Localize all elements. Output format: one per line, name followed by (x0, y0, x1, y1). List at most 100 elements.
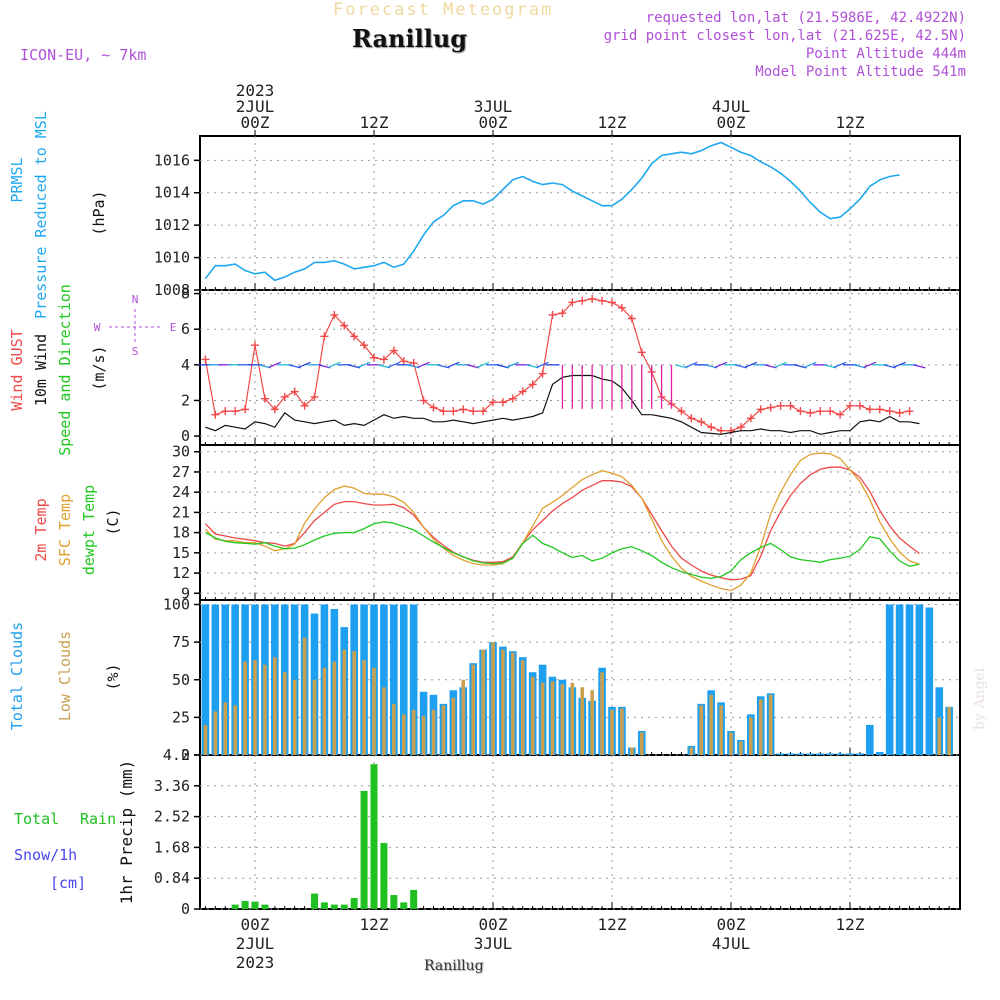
bottom-time-label: 3JUL (474, 934, 513, 953)
total-cloud-bar (866, 724, 874, 755)
compass-s: S (132, 345, 139, 358)
gust-marker (826, 407, 835, 416)
low-cloud-bar (560, 684, 565, 755)
gust-marker (439, 407, 448, 416)
low-cloud-bar (223, 702, 228, 755)
y-tick-label: 24 (172, 483, 190, 501)
total-cloud-bar (875, 751, 884, 755)
y-tick-label: 50 (172, 671, 190, 689)
y-tick-label: 0 (181, 427, 190, 445)
temp2m-line (204, 466, 920, 581)
gust-marker (895, 408, 904, 417)
rain-bar (320, 902, 328, 909)
pressure-legend-desc: Pressure Reduced to MSL (32, 111, 50, 319)
rain-legend-rain: Rain (80, 810, 116, 828)
top-time-label: 12Z (836, 113, 865, 132)
low-cloud-bar (431, 709, 436, 755)
top-time-label: 00Z (241, 113, 270, 132)
rain-bar (410, 889, 418, 909)
gust-marker (855, 401, 864, 410)
wind-direction-arrow (804, 361, 817, 368)
wind-direction-arrow (714, 361, 728, 368)
y-tick-label: 4 (181, 356, 190, 374)
rain-bar (251, 901, 259, 909)
temp-legend-sfc: SFC Temp (56, 494, 74, 566)
wind-direction-arrow (913, 364, 926, 369)
gust-marker (260, 394, 269, 403)
wind-direction-arrow (298, 361, 311, 368)
gust-marker (627, 314, 636, 323)
top-time-label: 2023 (236, 81, 275, 100)
y-tick-label: 100 (163, 596, 190, 614)
rain-bar (350, 898, 358, 909)
cloud-legend-total: Total Clouds (8, 622, 26, 730)
low-cloud-bar (243, 661, 247, 755)
low-cloud-bar (739, 741, 743, 755)
low-cloud-bar (610, 709, 614, 755)
y-tick-label: 15 (172, 544, 190, 562)
total-cloud-bar (221, 604, 230, 755)
wind-direction-arrow (387, 361, 401, 368)
y-tick-label: 0 (181, 746, 190, 764)
dewpt-line (205, 521, 920, 580)
wind-direction-arrow (328, 361, 341, 368)
top-time-label: 00Z (479, 113, 508, 132)
gust-marker (340, 321, 349, 330)
low-cloud-bar (471, 664, 475, 755)
top-time-label: 12Z (360, 113, 389, 132)
bottom-time-label: 12Z (836, 915, 865, 934)
gust-marker (736, 423, 745, 432)
wind-direction-arrow (685, 361, 698, 368)
y-tick-label: 1016 (154, 151, 190, 169)
bottom-time-label: 2023 (236, 953, 275, 972)
low-cloud-bar (639, 732, 644, 755)
gust-marker (251, 341, 259, 350)
total-cloud-bar (925, 607, 934, 755)
precip-ylabel: 1hr Precip (mm) (117, 760, 136, 905)
gust-marker (796, 407, 805, 416)
low-cloud-bar (233, 705, 237, 755)
gust-marker (697, 417, 706, 426)
total-cloud-bar (806, 753, 815, 755)
gust-marker (677, 407, 686, 416)
y-tick-label: 21 (172, 503, 190, 521)
wind-direction-arrow (268, 361, 282, 368)
total-cloud-bar (211, 604, 220, 755)
model-altitude: Model Point Altitude 541m (755, 64, 966, 80)
gust-marker (687, 414, 696, 423)
rain-bar (231, 904, 239, 909)
total-cloud-bar (796, 753, 805, 755)
gust-marker (538, 369, 547, 378)
gust-marker (588, 294, 597, 303)
gust-marker (211, 410, 220, 419)
rain-bar (241, 900, 249, 909)
gust-marker (518, 387, 527, 396)
total-cloud-bar (915, 604, 924, 755)
gust-marker (727, 426, 735, 435)
wind-legend-gust: Wind GUST (8, 329, 26, 410)
low-cloud-bar (213, 711, 218, 755)
wind-direction-arrow (476, 361, 490, 368)
gust-marker (310, 392, 319, 401)
gust-marker (449, 407, 458, 416)
bottom-time-label: 00Z (717, 915, 746, 934)
low-cloud-bar (292, 679, 297, 755)
low-cloud-bar (322, 667, 327, 755)
total-cloud-bar (231, 604, 239, 755)
low-cloud-bar (749, 717, 753, 755)
gust-marker (489, 398, 497, 407)
low-cloud-bar (253, 660, 257, 755)
gust-marker (419, 396, 428, 405)
y-tick-label: 4.2 (163, 746, 190, 764)
low-cloud-bar (203, 724, 208, 755)
low-cloud-bar (441, 705, 446, 755)
gust-marker (290, 387, 299, 396)
y-tick-label: 30 (172, 443, 190, 461)
total-cloud-bar (409, 604, 418, 755)
y-tick-label: 25 (172, 708, 190, 726)
y-tick-label: 0 (181, 900, 190, 918)
low-cloud-bar (421, 715, 426, 755)
pressure-ylabel: (hPa) (90, 190, 108, 235)
gust-marker (598, 296, 607, 305)
